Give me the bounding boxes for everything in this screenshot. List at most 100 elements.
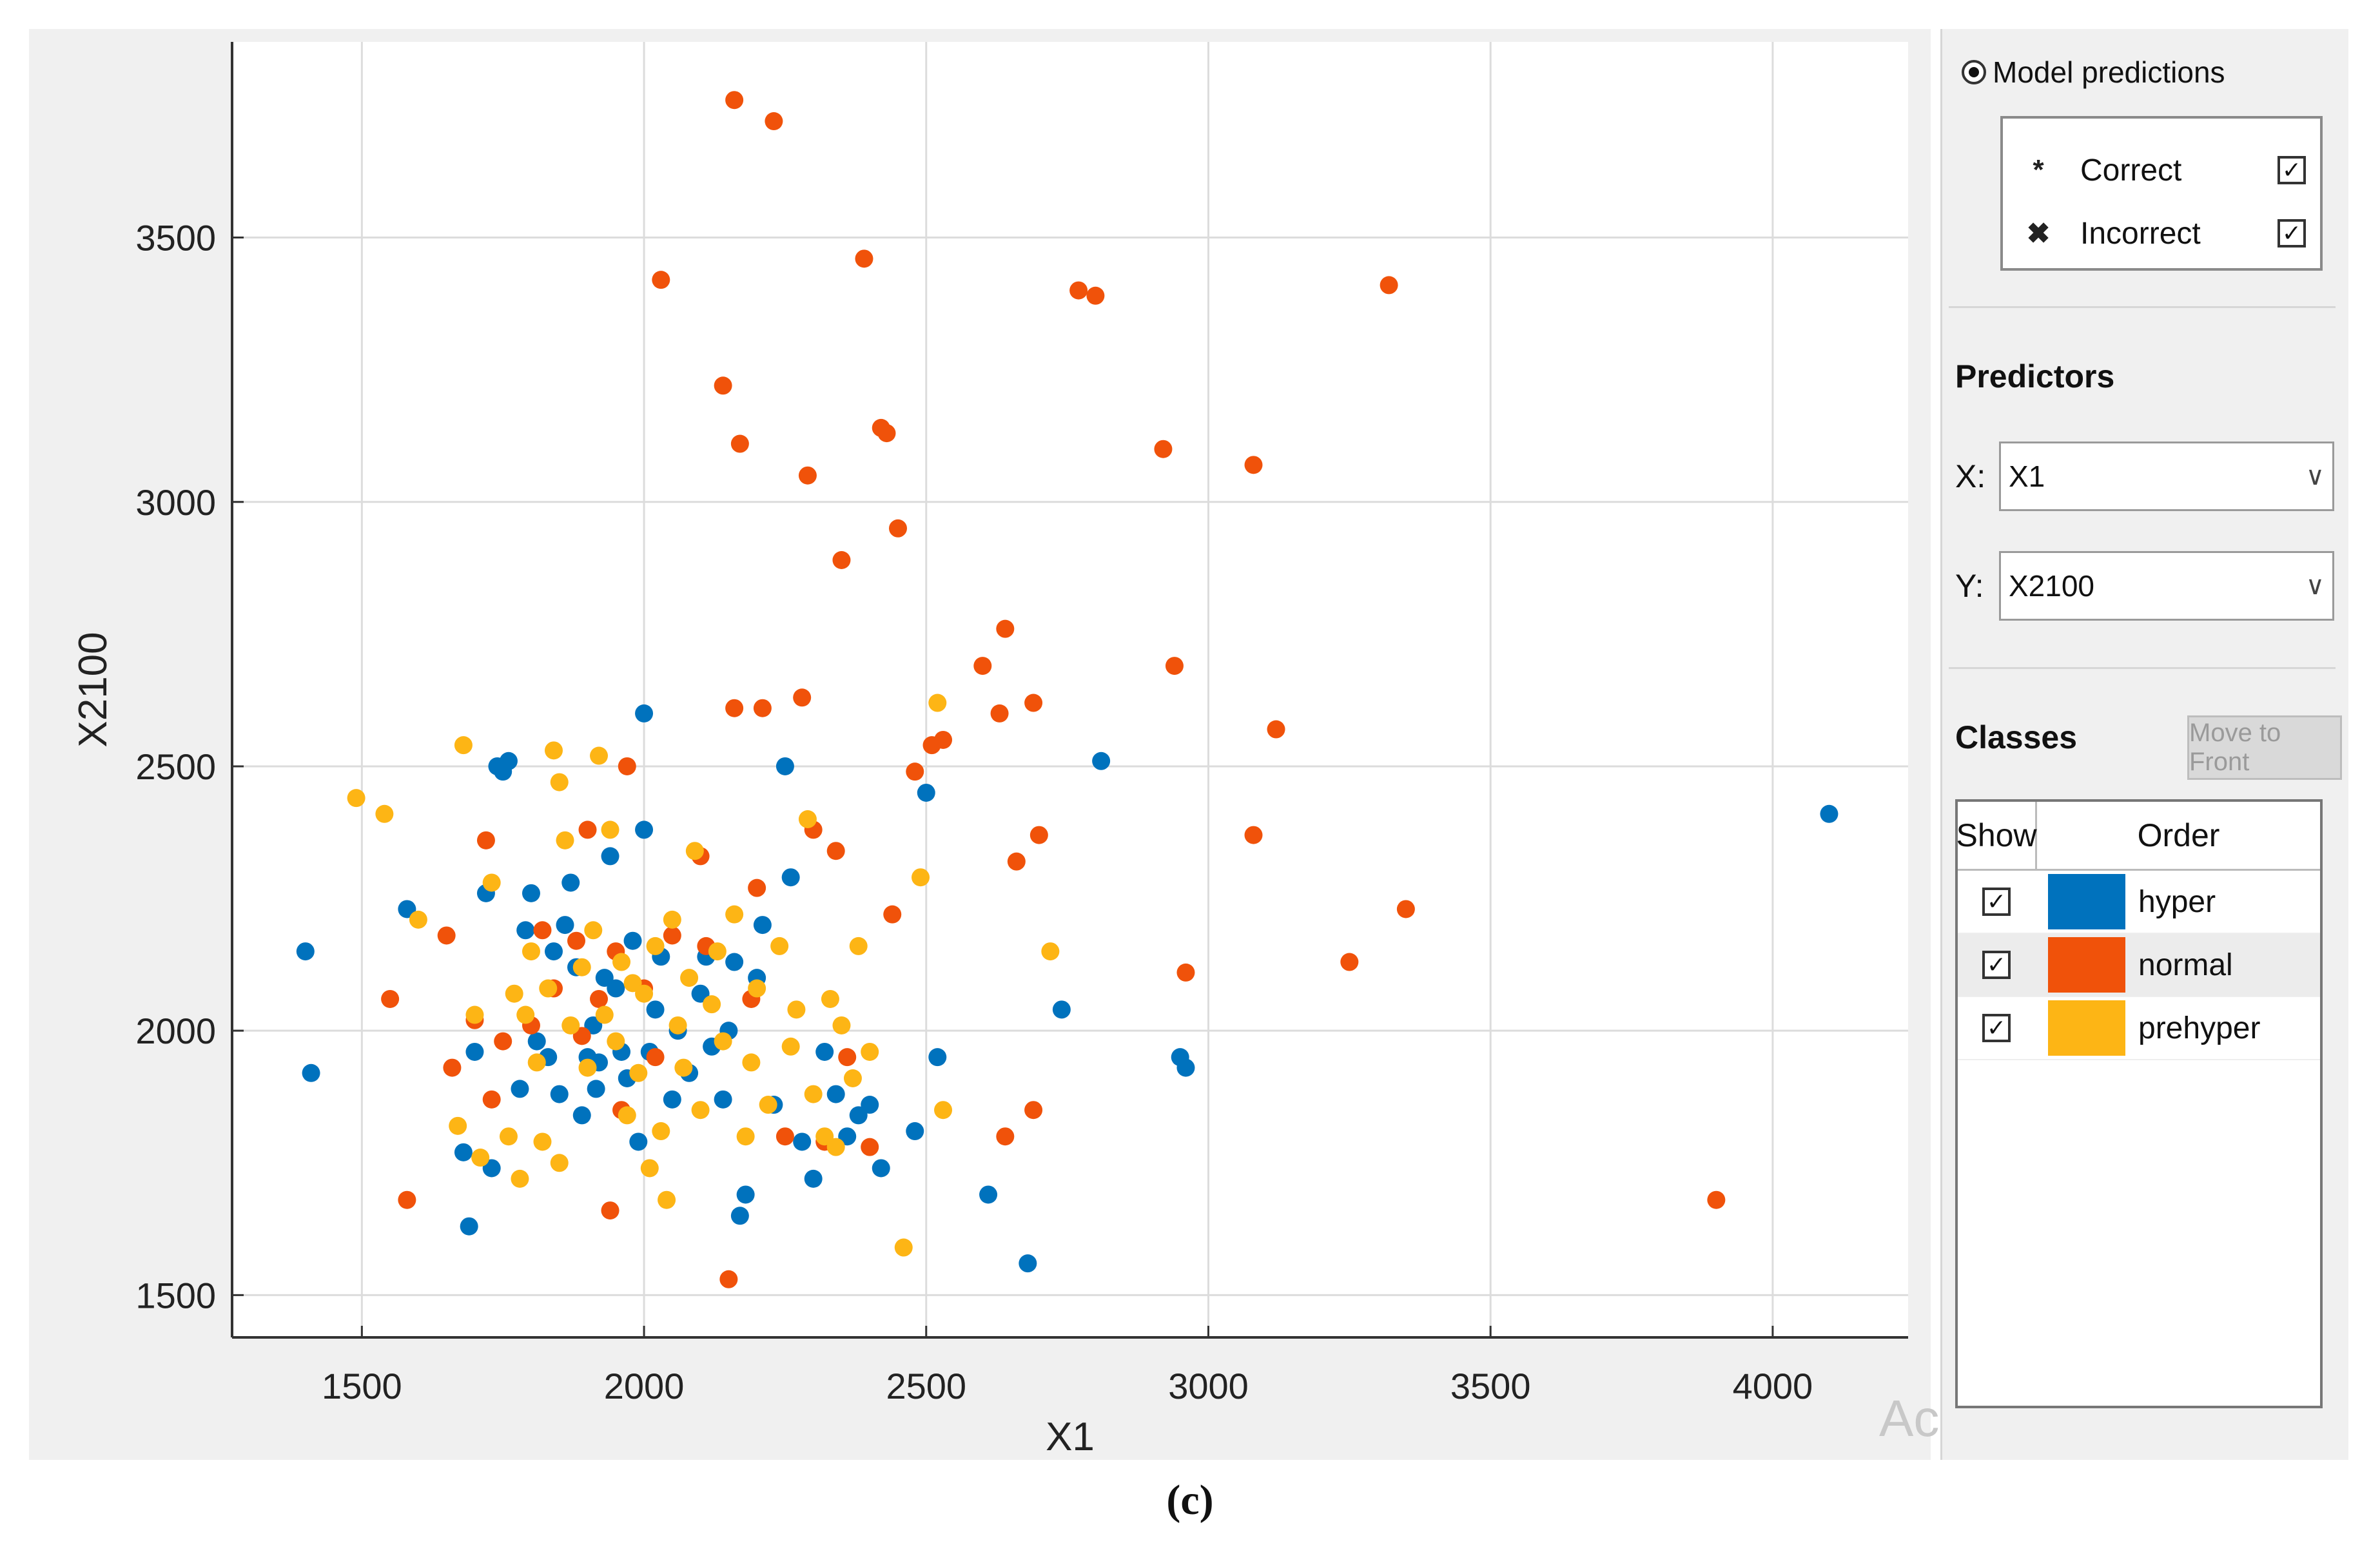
- prehyper-data-point[interactable]: [843, 1069, 862, 1087]
- normal-data-point[interactable]: [1396, 900, 1415, 918]
- prehyper-data-point[interactable]: [708, 942, 727, 961]
- prehyper-data-point[interactable]: [759, 1096, 777, 1114]
- normal-data-point[interactable]: [765, 112, 783, 131]
- normal-data-point[interactable]: [906, 762, 924, 781]
- hyper-data-point[interactable]: [979, 1185, 998, 1204]
- prehyper-data-point[interactable]: [680, 969, 699, 987]
- hyper-data-point[interactable]: [527, 1032, 546, 1051]
- normal-data-point[interactable]: [996, 1127, 1015, 1146]
- hyper-data-point[interactable]: [629, 1132, 648, 1151]
- normal-data-point[interactable]: [476, 831, 495, 849]
- hyper-data-point[interactable]: [544, 942, 563, 961]
- show-hyper-checkbox[interactable]: ✓: [1982, 888, 2011, 916]
- hyper-data-point[interactable]: [465, 1042, 484, 1061]
- hyper-data-point[interactable]: [550, 1085, 569, 1103]
- normal-data-point[interactable]: [877, 424, 896, 443]
- prehyper-data-point[interactable]: [798, 810, 817, 828]
- show-column-header[interactable]: Show: [1956, 802, 2037, 869]
- normal-data-point[interactable]: [793, 688, 812, 707]
- hyper-data-point[interactable]: [511, 1080, 529, 1098]
- normal-data-point[interactable]: [725, 91, 744, 110]
- normal-data-point[interactable]: [826, 842, 845, 860]
- prehyper-data-point[interactable]: [618, 1106, 636, 1125]
- hyper-data-point[interactable]: [607, 979, 625, 998]
- normal-data-point[interactable]: [652, 271, 670, 289]
- normal-data-point[interactable]: [567, 931, 586, 950]
- normal-data-point[interactable]: [838, 1048, 857, 1067]
- prehyper-data-point[interactable]: [482, 873, 501, 892]
- normal-data-point[interactable]: [1154, 440, 1173, 458]
- prehyper-data-point[interactable]: [584, 921, 603, 940]
- prehyper-data-point[interactable]: [770, 936, 789, 955]
- prehyper-data-point[interactable]: [522, 942, 540, 961]
- normal-data-point[interactable]: [381, 989, 400, 1008]
- prehyper-data-point[interactable]: [607, 1032, 625, 1051]
- hyper-data-point[interactable]: [635, 704, 654, 723]
- hyper-data-point[interactable]: [635, 820, 654, 839]
- prehyper-data-point[interactable]: [544, 741, 563, 760]
- normal-data-point[interactable]: [578, 820, 597, 839]
- hyper-data-point[interactable]: [398, 900, 416, 918]
- normal-data-point[interactable]: [494, 1032, 512, 1051]
- hyper-data-point[interactable]: [906, 1122, 924, 1141]
- prehyper-data-point[interactable]: [691, 1101, 710, 1120]
- normal-data-point[interactable]: [832, 551, 851, 569]
- normal-data-point[interactable]: [775, 1127, 794, 1146]
- class-row-hyper[interactable]: ✓ hyper: [1958, 871, 2320, 934]
- normal-data-point[interactable]: [618, 757, 636, 775]
- y-predictor-select[interactable]: X2100 ∨: [1999, 551, 2334, 621]
- hyper-data-point[interactable]: [663, 1090, 681, 1109]
- normal-data-point[interactable]: [1069, 281, 1088, 300]
- prehyper-data-point[interactable]: [781, 1037, 800, 1056]
- hyper-data-point[interactable]: [736, 1185, 755, 1204]
- normal-data-point[interactable]: [1244, 826, 1263, 844]
- prehyper-data-point[interactable]: [849, 936, 868, 955]
- prehyper-data-point[interactable]: [725, 905, 744, 924]
- normal-data-point[interactable]: [1176, 963, 1195, 982]
- hyper-data-point[interactable]: [296, 942, 315, 961]
- prehyper-data-point[interactable]: [454, 736, 473, 755]
- hyper-data-point[interactable]: [1052, 1000, 1071, 1019]
- hyper-data-point[interactable]: [556, 916, 574, 935]
- normal-data-point[interactable]: [990, 704, 1009, 723]
- normal-data-point[interactable]: [719, 1270, 738, 1288]
- order-column-header[interactable]: Order: [2137, 817, 2220, 853]
- show-prehyper-checkbox[interactable]: ✓: [1982, 1014, 2011, 1042]
- prehyper-data-point[interactable]: [674, 1058, 693, 1077]
- x-predictor-select[interactable]: X1 ∨: [1999, 442, 2334, 511]
- hyper-data-point[interactable]: [584, 1016, 603, 1034]
- prehyper-data-point[interactable]: [595, 1005, 614, 1024]
- prehyper-data-point[interactable]: [658, 1190, 676, 1209]
- class-row-normal[interactable]: ✓ normal: [1958, 934, 2320, 997]
- normal-data-point[interactable]: [1267, 720, 1285, 739]
- hyper-data-point[interactable]: [516, 921, 535, 940]
- prehyper-data-point[interactable]: [640, 1159, 659, 1178]
- prehyper-data-point[interactable]: [375, 804, 394, 823]
- normal-data-point[interactable]: [725, 699, 744, 717]
- hyper-data-point[interactable]: [917, 783, 935, 802]
- prehyper-data-point[interactable]: [612, 953, 631, 971]
- hyper-data-point[interactable]: [815, 1042, 834, 1061]
- hyper-data-point[interactable]: [872, 1159, 890, 1178]
- hyper-data-point[interactable]: [793, 1132, 812, 1151]
- hyper-data-point[interactable]: [561, 873, 580, 892]
- hyper-data-point[interactable]: [781, 868, 800, 887]
- prehyper-data-point[interactable]: [663, 910, 681, 929]
- prehyper-data-point[interactable]: [928, 694, 947, 712]
- normal-data-point[interactable]: [973, 657, 992, 675]
- normal-data-point[interactable]: [590, 989, 609, 1008]
- hyper-data-point[interactable]: [1019, 1254, 1037, 1273]
- radio-button[interactable]: [1962, 60, 1986, 84]
- model-predictions-option[interactable]: Model predictions: [1962, 55, 2225, 90]
- prehyper-data-point[interactable]: [449, 1116, 467, 1135]
- normal-data-point[interactable]: [1024, 1101, 1043, 1120]
- prehyper-data-point[interactable]: [826, 1138, 845, 1156]
- correct-checkbox[interactable]: ✓: [2278, 156, 2306, 184]
- prehyper-data-point[interactable]: [527, 1053, 546, 1072]
- hyper-data-point[interactable]: [928, 1048, 947, 1067]
- normal-data-point[interactable]: [1029, 826, 1048, 844]
- prehyper-data-point[interactable]: [742, 1053, 761, 1072]
- hyper-data-point[interactable]: [482, 1159, 501, 1178]
- prehyper-data-point[interactable]: [736, 1127, 755, 1146]
- normal-data-point[interactable]: [934, 730, 953, 749]
